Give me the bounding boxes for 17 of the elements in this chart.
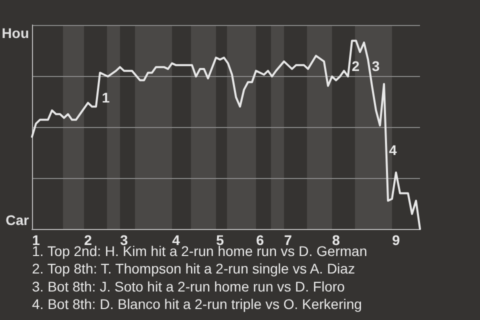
text: 2. Top 8th: T. Thompson hit a 2-run single vs A. Diaz	[32, 260, 355, 277]
text: Car	[6, 212, 30, 228]
annotation: 1	[102, 89, 110, 106]
x-tick-label: 8	[332, 232, 340, 248]
x-tick-label: 5	[216, 232, 224, 248]
annotation: 3	[372, 58, 380, 74]
text: Hou	[2, 25, 29, 41]
x-tick-label: 2	[84, 232, 92, 248]
annotation: 4	[388, 142, 397, 158]
x-tick-label: 9	[392, 232, 400, 248]
annotation: 2	[352, 58, 360, 74]
x-tick-label: 4	[172, 232, 180, 248]
x-tick-label: 7	[284, 232, 292, 248]
text: 4. Bot 8th: D. Blanco hit a 2-run triple vs O. Kerkering	[32, 296, 362, 312]
x-tick-label: 3	[120, 232, 128, 248]
text: 3. Bot 8th: J. Soto hit a 2-run home run vs D. Floro	[32, 278, 346, 294]
x-tick-label: 6	[256, 232, 264, 248]
